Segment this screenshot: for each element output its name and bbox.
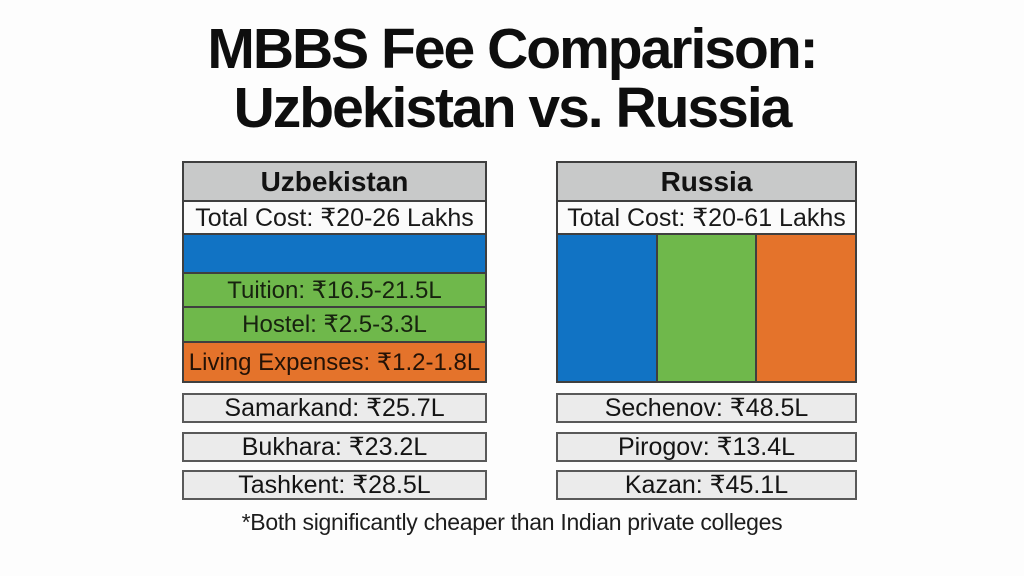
uzbekistan-blue-segment: [184, 233, 485, 272]
uzbekistan-hostel-segment: Hostel: ₹2.5-3.3L: [184, 306, 485, 341]
university-box-samarkand: Samarkand: ₹25.7L: [182, 393, 487, 423]
russia-orange-bar: [755, 235, 855, 381]
russia-column: Russia Total Cost: ₹20-61 Lakhs: [556, 161, 857, 383]
uzbekistan-tuition-segment: Tuition: ₹16.5-21.5L: [184, 272, 485, 306]
university-box-kazan: Kazan: ₹45.1L: [556, 470, 857, 500]
uzbekistan-living-expenses-segment: Living Expenses: ₹1.2-1.8L: [184, 341, 485, 381]
russia-header: Russia: [558, 163, 855, 200]
university-box-sechenov: Sechenov: ₹48.5L: [556, 393, 857, 423]
uzbekistan-total-cost: Total Cost: ₹20-26 Lakhs: [184, 200, 485, 233]
university-box-tashkent: Tashkent: ₹28.5L: [182, 470, 487, 500]
footnote: *Both significantly cheaper than Indian …: [241, 509, 783, 535]
university-box-pirogov: Pirogov: ₹13.4L: [556, 432, 857, 462]
university-box-bukhara: Bukhara: ₹23.2L: [182, 432, 487, 462]
uzbekistan-column: Uzbekistan Total Cost: ₹20-26 Lakhs Tuit…: [182, 161, 487, 383]
page-title: MBBS Fee Comparison: Uzbekistan vs. Russ…: [0, 20, 1024, 138]
uzbekistan-header: Uzbekistan: [184, 163, 485, 200]
page-title-line1: MBBS Fee Comparison:: [207, 17, 818, 81]
page-title-line2: Uzbekistan vs. Russia: [233, 76, 793, 140]
russia-green-bar: [655, 235, 756, 381]
russia-blue-bar: [558, 235, 656, 381]
russia-cost-bars: [558, 233, 855, 381]
russia-total-cost: Total Cost: ₹20-61 Lakhs: [558, 200, 855, 233]
